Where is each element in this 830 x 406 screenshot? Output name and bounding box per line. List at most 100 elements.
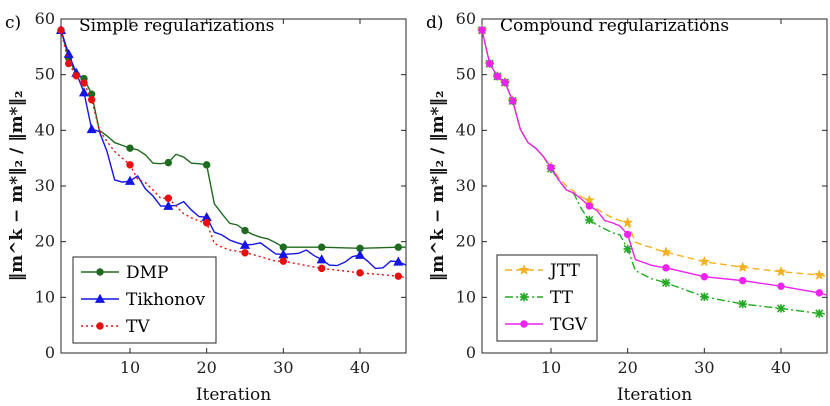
data-point: [124, 175, 136, 185]
legend-marker: [94, 293, 106, 303]
legend-marker: [96, 268, 104, 276]
series-tgv: [478, 26, 828, 297]
data-point: [78, 87, 90, 97]
legend-marker: [520, 320, 528, 328]
y-tick-label: 30: [35, 176, 55, 195]
data-point: [737, 261, 749, 273]
data-point: [57, 26, 65, 34]
data-point: [661, 278, 671, 288]
legend-label-tv: TV: [126, 317, 150, 337]
legend: JTT TT TGV: [496, 254, 598, 342]
data-point: [738, 276, 747, 285]
y-axis-label: ‖m^k − m*‖₂ / ‖m*‖₂: [428, 91, 448, 282]
x-tick-label: 40: [771, 358, 791, 377]
legend-marker: [96, 322, 104, 330]
y-tick-label: 30: [456, 176, 476, 195]
data-point: [87, 96, 96, 104]
data-point: [80, 79, 88, 87]
x-tick-label: 30: [694, 358, 714, 377]
y-tick-label: 10: [35, 287, 55, 306]
data-point: [126, 144, 134, 152]
data-point: [279, 257, 288, 265]
y-tick-label: 50: [456, 65, 476, 84]
data-point: [700, 292, 709, 301]
y-tick-label: 20: [456, 232, 476, 251]
y-tick-label: 40: [456, 120, 476, 139]
series-tv: [57, 26, 407, 280]
data-point: [585, 215, 594, 225]
data-point: [585, 202, 594, 210]
data-point: [317, 264, 326, 273]
data-point: [485, 59, 494, 68]
legend-marker: [518, 264, 530, 275]
data-point: [623, 230, 632, 239]
panel-simple-regularizations: 0 10 20 30 40 50 60 10 20 30 40 Iteration ‖m^k − m*‖…: [5, 9, 407, 405]
y-tick-label: 10: [456, 287, 476, 306]
series-line-dmp: [60, 29, 406, 250]
chart-title: Compound regularizations: [500, 16, 729, 36]
data-point: [698, 255, 710, 267]
data-point: [64, 59, 73, 68]
legend: DMP Tikhonov TV: [72, 256, 217, 344]
y-tick-label: 0: [45, 343, 55, 362]
series-line-tgv: [481, 29, 828, 296]
chart-title: Simple regularizations: [79, 16, 274, 36]
legend-label-tgv: TGV: [550, 315, 588, 335]
data-point: [660, 246, 672, 258]
data-point: [815, 289, 824, 297]
data-point: [239, 239, 251, 249]
x-tick-label: 30: [273, 358, 293, 377]
data-point: [126, 161, 134, 169]
data-point: [241, 226, 249, 235]
y-tick-label: 40: [35, 120, 55, 139]
data-point: [478, 26, 486, 34]
data-point: [813, 269, 825, 280]
legend-label-dmp: DMP: [126, 263, 168, 283]
data-point: [547, 163, 555, 172]
data-point: [393, 256, 404, 266]
data-point: [815, 309, 824, 318]
legend-label-tikhonov: Tikhonov: [126, 290, 205, 310]
data-point: [354, 249, 366, 259]
x-tick-label: 20: [196, 358, 216, 377]
x-tick-label: 20: [617, 358, 637, 377]
y-tick-label: 20: [35, 232, 55, 251]
data-point: [241, 249, 249, 257]
panel-label: d): [426, 13, 444, 33]
x-axis-label: Iteration: [617, 385, 692, 405]
data-point: [164, 194, 173, 202]
data-point: [501, 78, 509, 87]
data-point: [623, 244, 632, 254]
y-tick-label: 60: [35, 9, 55, 28]
data-point: [316, 254, 327, 264]
legend-marker: [519, 292, 529, 302]
series-line-tv: [60, 29, 407, 279]
y-axis-label: ‖m^k − m*‖₂ / ‖m*‖₂: [7, 91, 27, 282]
data-point: [777, 282, 785, 290]
y-tick-label: 0: [466, 343, 476, 362]
legend-label-jtt: JTT: [548, 261, 580, 281]
x-tick-label: 10: [541, 358, 561, 377]
data-point: [493, 72, 502, 81]
data-point: [508, 97, 517, 105]
data-point: [163, 200, 174, 210]
data-point: [356, 269, 364, 277]
y-tick-label: 60: [456, 9, 476, 28]
data-point: [317, 243, 326, 251]
data-point: [776, 304, 786, 313]
panel-label: c): [5, 13, 21, 33]
data-point: [662, 264, 670, 272]
data-point: [775, 265, 787, 277]
data-point: [202, 219, 211, 227]
data-point: [86, 123, 97, 134]
data-point: [394, 272, 403, 280]
data-point: [700, 273, 709, 281]
x-tick-label: 40: [350, 358, 370, 377]
series-line-tikhonov: [60, 29, 407, 270]
data-point: [164, 158, 173, 167]
data-point: [394, 243, 403, 251]
data-point: [738, 299, 747, 309]
data-point: [202, 161, 211, 169]
panel-compound-regularizations: 0 10 20 30 40 50 60 10 20 30 40 Iteration ‖m^k − m*‖…: [426, 9, 828, 405]
